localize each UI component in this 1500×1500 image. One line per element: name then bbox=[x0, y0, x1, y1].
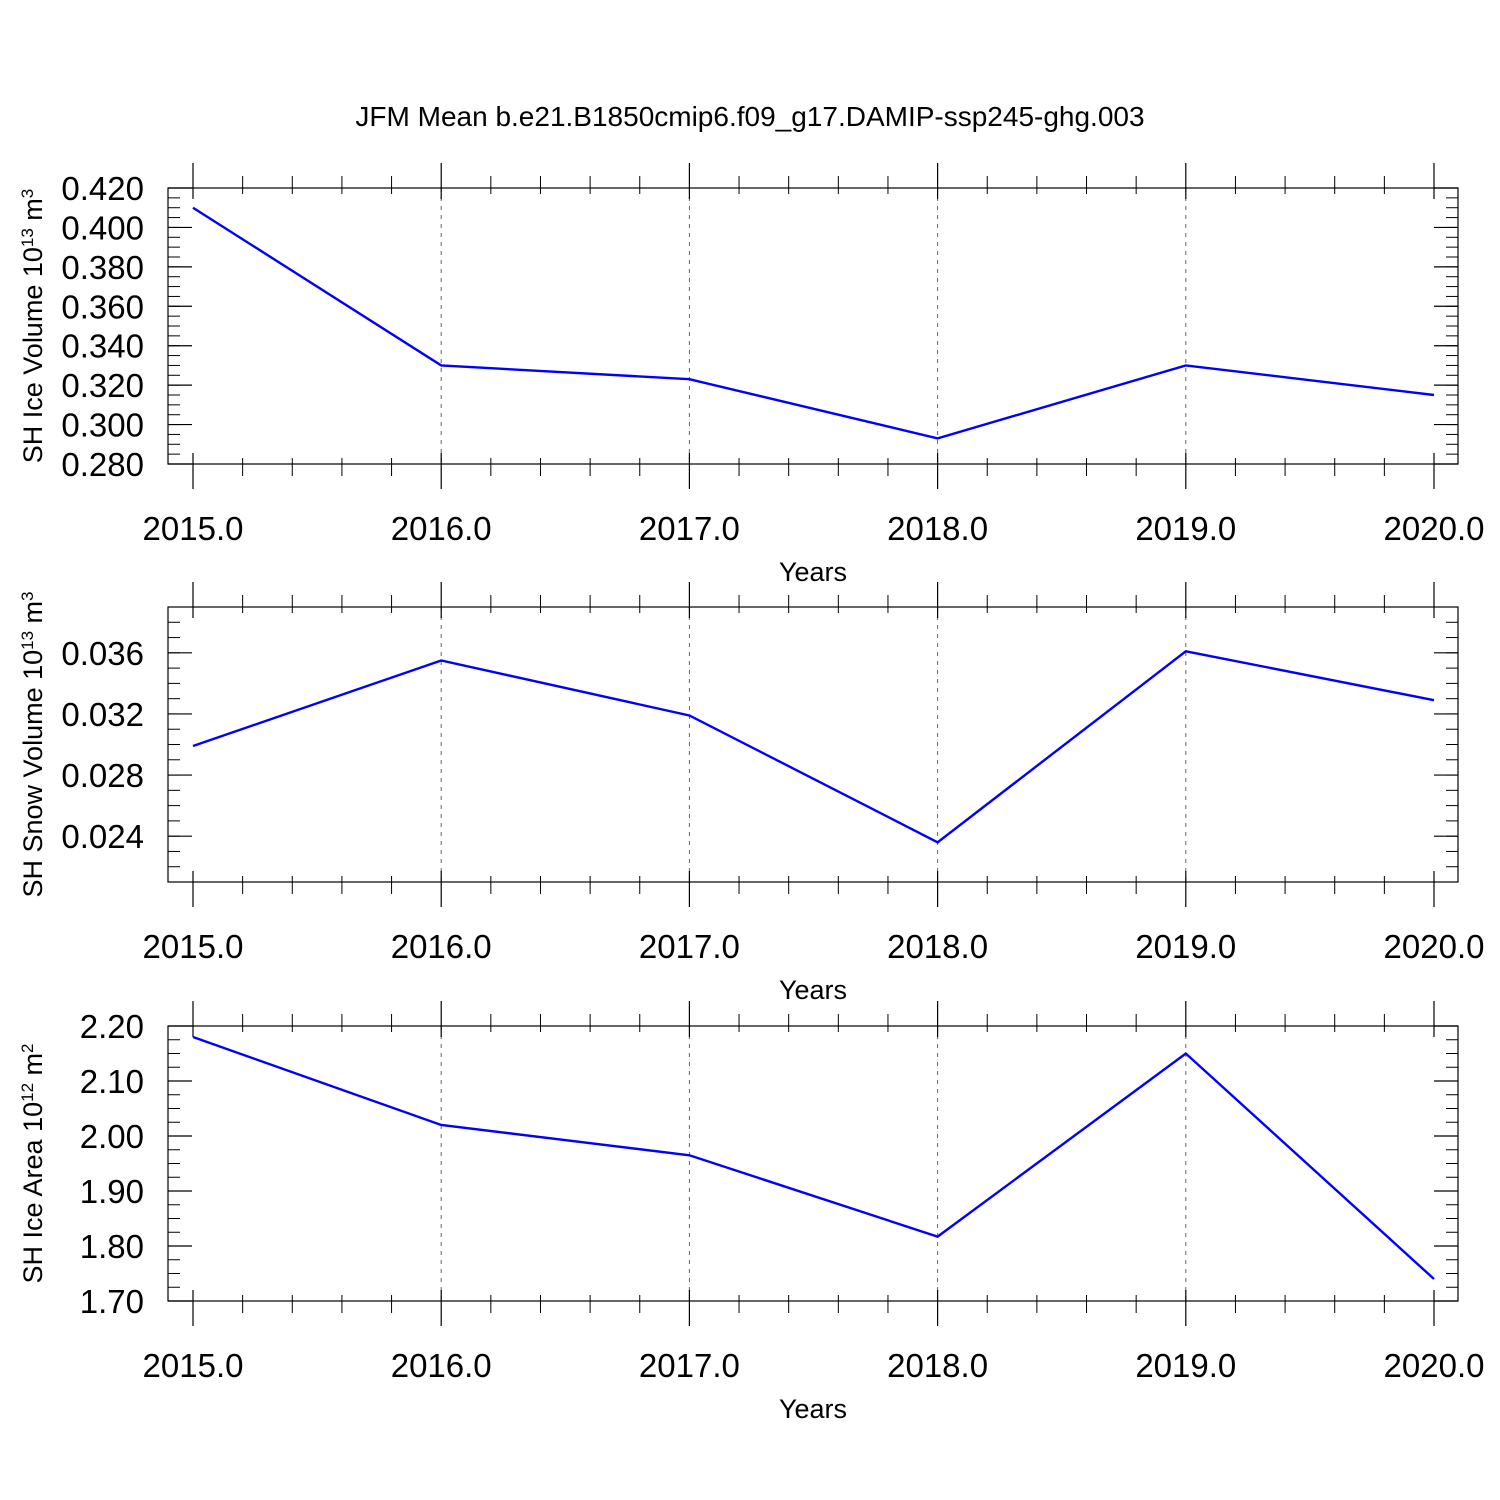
y-tick-label: 1.80 bbox=[80, 1228, 144, 1265]
panels: 0.2800.3000.3200.3400.3600.3800.4000.420… bbox=[18, 163, 1485, 1424]
y-axis-title-part: m bbox=[18, 1053, 48, 1083]
series-line bbox=[192, 650, 1435, 844]
x-tick-label: 2015.0 bbox=[143, 1347, 244, 1384]
y-axis-title: SH Snow Volume 1013 m3 bbox=[18, 591, 48, 897]
x-tick-label: 2015.0 bbox=[143, 510, 244, 547]
y-tick-label: 0.028 bbox=[61, 757, 144, 794]
series-line bbox=[192, 206, 1435, 440]
x-tick-label: 2017.0 bbox=[639, 1347, 740, 1384]
y-tick-label: 0.320 bbox=[61, 367, 144, 404]
x-tick-label: 2017.0 bbox=[639, 510, 740, 547]
series-line bbox=[192, 1035, 1435, 1280]
chart-panel-3: 1.70 1.80 1.90 2.00 2.10 2.20 2015.0 2016.0 2017… bbox=[18, 1001, 1485, 1424]
plot-frame bbox=[167, 606, 1459, 883]
x-tick-label: 2017.0 bbox=[639, 928, 740, 965]
y-axis-title-superscript: 12 bbox=[18, 1083, 37, 1102]
x-tick-label: 2015.0 bbox=[143, 928, 244, 965]
y-tick-label: 0.300 bbox=[61, 407, 144, 444]
x-axis-title: Years bbox=[779, 1394, 847, 1424]
y-tick-label: 0.024 bbox=[61, 818, 144, 855]
chart-panel-2: 0.024 0.028 0.032 0.036 2015.0 2016.0 2017.0 20… bbox=[18, 582, 1485, 1005]
y-axis-title: SH Ice Volume 1013 m3 bbox=[18, 189, 48, 464]
chart-panel-1: 0.2800.3000.3200.3400.3600.3800.4000.420… bbox=[18, 163, 1485, 587]
y-tick-label: 2.00 bbox=[80, 1118, 144, 1155]
x-axis-title: Years bbox=[779, 975, 847, 1005]
plot-frame bbox=[167, 1025, 1459, 1302]
x-axis-title: Years bbox=[779, 557, 847, 587]
y-tick-label: 1.90 bbox=[80, 1173, 144, 1210]
plot-frame bbox=[167, 187, 1459, 465]
y-tick-label: 0.340 bbox=[61, 328, 144, 365]
y-axis-title-part: SH Ice Area 10 bbox=[18, 1102, 48, 1284]
x-tick-label: 2019.0 bbox=[1135, 928, 1236, 965]
y-tick-label: 2.10 bbox=[80, 1063, 144, 1100]
y-axis-title: SH Ice Area 1012 m2 bbox=[18, 1044, 48, 1284]
y-tick-label: 0.360 bbox=[61, 288, 144, 325]
x-tick-label: 2016.0 bbox=[391, 1347, 492, 1384]
y-tick-label: 2.20 bbox=[80, 1008, 144, 1045]
x-tick-label: 2018.0 bbox=[887, 928, 988, 965]
y-axis-title-part: SH Snow Volume 10 bbox=[18, 650, 48, 898]
x-tick-label: 2016.0 bbox=[391, 928, 492, 965]
y-axis-title-part: m bbox=[18, 601, 48, 631]
x-tick-label: 2020.0 bbox=[1384, 928, 1485, 965]
y-tick-label: 0.036 bbox=[61, 635, 144, 672]
chart-title: JFM Mean b.e21.B1850cmip6.f09_g17.DAMIP-… bbox=[355, 101, 1144, 132]
x-tick-label: 2020.0 bbox=[1384, 1347, 1485, 1384]
y-axis-title-superscript: 2 bbox=[18, 1044, 37, 1053]
y-axis-title-superscript: 13 bbox=[18, 631, 37, 650]
x-tick-label: 2019.0 bbox=[1135, 1347, 1236, 1384]
y-axis-title-superscript: 3 bbox=[18, 189, 37, 198]
x-tick-label: 2016.0 bbox=[391, 510, 492, 547]
x-tick-label: 2020.0 bbox=[1384, 510, 1485, 547]
y-tick-label: 0.400 bbox=[61, 209, 144, 246]
y-axis-title-superscript: 13 bbox=[18, 228, 37, 247]
y-tick-label: 0.032 bbox=[61, 696, 144, 733]
y-tick-label: 0.420 bbox=[61, 170, 144, 207]
x-tick-label: 2018.0 bbox=[887, 510, 988, 547]
y-axis-title-superscript: 3 bbox=[18, 591, 37, 600]
y-tick-label: 0.280 bbox=[61, 446, 144, 483]
y-tick-label: 1.70 bbox=[80, 1283, 144, 1320]
y-tick-label: 0.380 bbox=[61, 249, 144, 286]
x-tick-label: 2018.0 bbox=[887, 1347, 988, 1384]
y-axis-title-part: m bbox=[18, 198, 48, 228]
y-axis-title-part: SH Ice Volume 10 bbox=[18, 247, 48, 463]
x-tick-label: 2019.0 bbox=[1135, 510, 1236, 547]
